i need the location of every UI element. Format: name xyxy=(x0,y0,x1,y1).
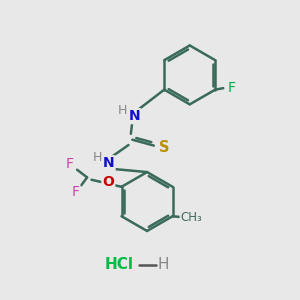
Text: CH₃: CH₃ xyxy=(181,211,202,224)
Text: O: O xyxy=(102,176,114,189)
Text: H: H xyxy=(117,104,127,117)
Text: HCl: HCl xyxy=(105,257,134,272)
Text: F: F xyxy=(71,185,79,199)
Text: H: H xyxy=(92,152,102,164)
Text: F: F xyxy=(65,157,74,171)
Text: F: F xyxy=(227,81,236,95)
Text: N: N xyxy=(129,109,140,123)
Text: N: N xyxy=(103,156,115,170)
Text: H: H xyxy=(158,257,169,272)
Text: S: S xyxy=(159,140,169,154)
